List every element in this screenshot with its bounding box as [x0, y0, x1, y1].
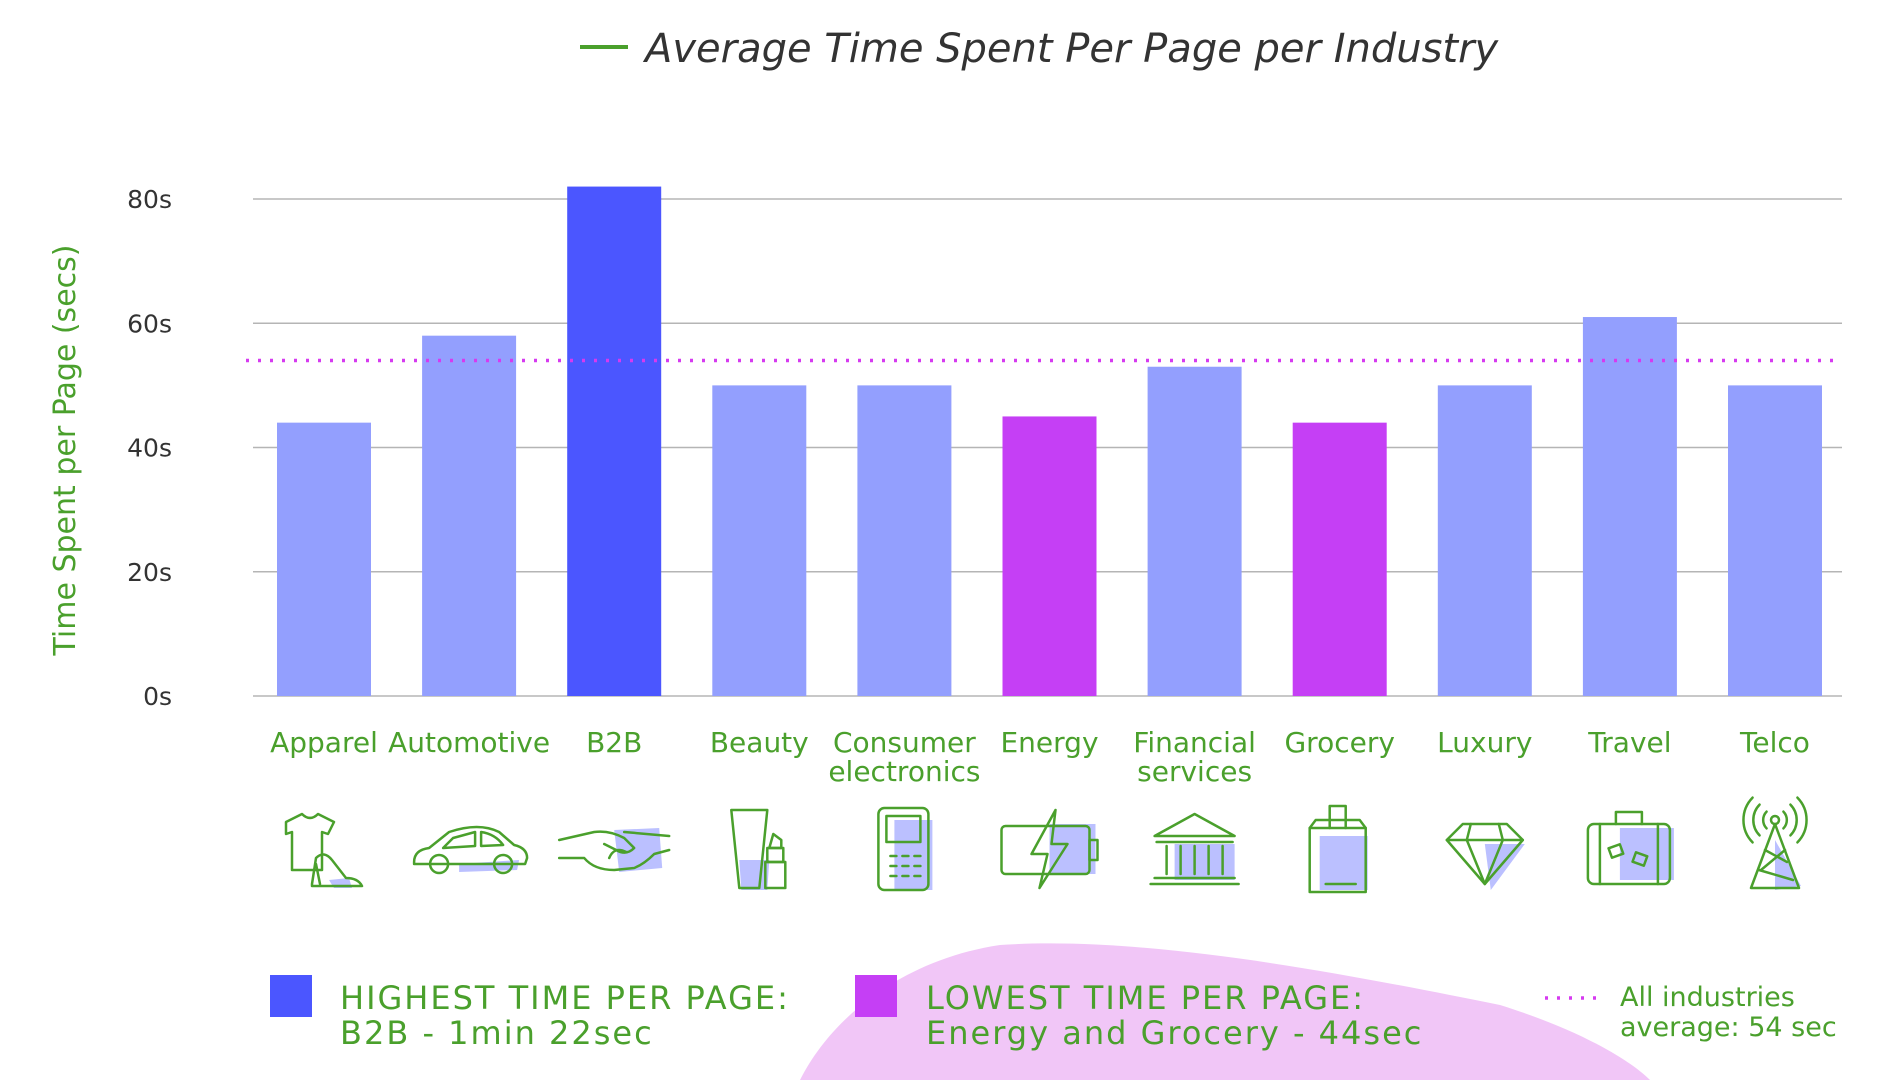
y-tick-label: 40s	[127, 434, 172, 463]
bar-apparel	[277, 422, 371, 696]
shopping-bag-icon	[1308, 804, 1368, 894]
legend-lowest-swatch	[855, 975, 897, 1017]
bar-automotive	[422, 335, 517, 696]
legend-highest-title: HIGHEST TIME PER PAGE:	[340, 979, 790, 1017]
bar-beauty	[712, 385, 807, 696]
decorative-blob	[800, 943, 1650, 1080]
lipstick-icon	[730, 808, 787, 890]
bar-grocery	[1292, 422, 1387, 696]
suitcase-icon	[1586, 810, 1674, 886]
y-tick-label: 20s	[127, 558, 172, 587]
category-icons	[284, 796, 1808, 894]
category-label: Consumer	[833, 726, 976, 759]
legend-average-line2: average: 54 sec	[1620, 1012, 1837, 1043]
category-label: Travel	[1587, 726, 1671, 759]
y-tick-label: 0s	[143, 682, 172, 711]
category-label: Automotive	[388, 726, 550, 759]
legend-highest-detail: B2B - 1min 22sec	[340, 1014, 654, 1052]
category-label: B2B	[586, 726, 642, 759]
phone-icon	[877, 806, 933, 892]
legend-average-line1: All industries	[1620, 982, 1795, 1013]
bar-energy	[1002, 416, 1097, 696]
legend-lowest-detail: Energy and Grocery - 44sec	[926, 1014, 1423, 1052]
category-label: Apparel	[270, 726, 378, 759]
y-axis-label: Time Spent per Page (secs)	[48, 245, 83, 657]
category-label: services	[1137, 755, 1252, 788]
bar-travel	[1582, 317, 1677, 696]
bars	[277, 186, 1822, 696]
handshake-icon	[557, 828, 671, 872]
bar-b2b	[567, 186, 662, 696]
category-label: Grocery	[1284, 726, 1394, 759]
bank-icon	[1149, 812, 1240, 886]
y-tick-label: 60s	[127, 309, 172, 338]
category-label: electronics	[828, 755, 980, 788]
category-label: Financial	[1133, 726, 1256, 759]
legend-lowest-title: LOWEST TIME PER PAGE:	[926, 979, 1365, 1017]
y-tick-label: 80s	[127, 185, 172, 214]
category-label: Energy	[1000, 726, 1098, 759]
category-labels: Apparel Automotive B2B Beauty Consumerelectr…	[270, 726, 1810, 788]
bar-luxury	[1437, 385, 1532, 696]
category-label: Beauty	[710, 726, 809, 759]
bar-consumer-electronics	[857, 385, 952, 696]
chart-title: Average Time Spent Per Page per Industry	[642, 26, 1500, 72]
battery-bolt-icon	[1000, 808, 1099, 890]
bar-telco	[1728, 385, 1822, 696]
diamond-icon	[1445, 822, 1525, 890]
category-label: Luxury	[1437, 726, 1532, 759]
bar-financial-services	[1147, 366, 1242, 696]
car-icon	[412, 825, 529, 875]
category-label: Telco	[1739, 726, 1810, 759]
apparel-icon	[284, 812, 364, 888]
legend-highest-swatch	[270, 975, 312, 1017]
antenna-icon	[1742, 796, 1808, 890]
y-axis-ticks: 0s 20s 40s 60s 80s	[127, 185, 172, 711]
